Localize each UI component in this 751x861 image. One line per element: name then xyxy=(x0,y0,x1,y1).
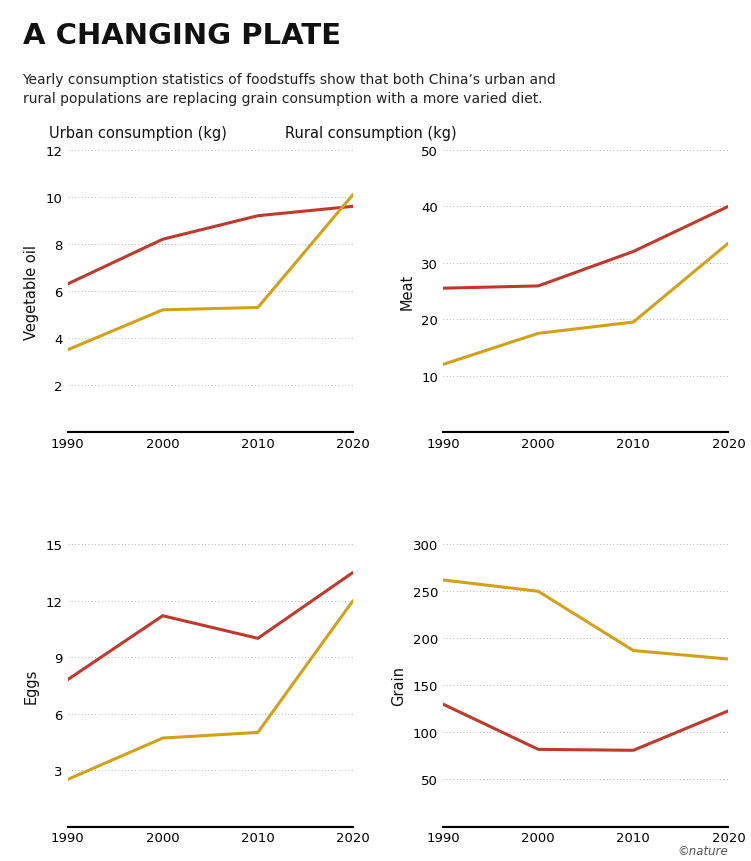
Text: Rural consumption (kg): Rural consumption (kg) xyxy=(285,126,457,141)
Y-axis label: Grain: Grain xyxy=(391,666,406,705)
Text: A CHANGING PLATE: A CHANGING PLATE xyxy=(23,22,341,49)
Text: Urban consumption (kg): Urban consumption (kg) xyxy=(49,126,227,141)
Y-axis label: Vegetable oil: Vegetable oil xyxy=(24,245,39,339)
Y-axis label: Meat: Meat xyxy=(400,274,415,310)
Text: Yearly consumption statistics of foodstuffs show that both China’s urban and
rur: Yearly consumption statistics of foodstu… xyxy=(23,73,556,106)
Text: ©nature: ©nature xyxy=(677,844,728,857)
Y-axis label: Eggs: Eggs xyxy=(24,668,39,703)
